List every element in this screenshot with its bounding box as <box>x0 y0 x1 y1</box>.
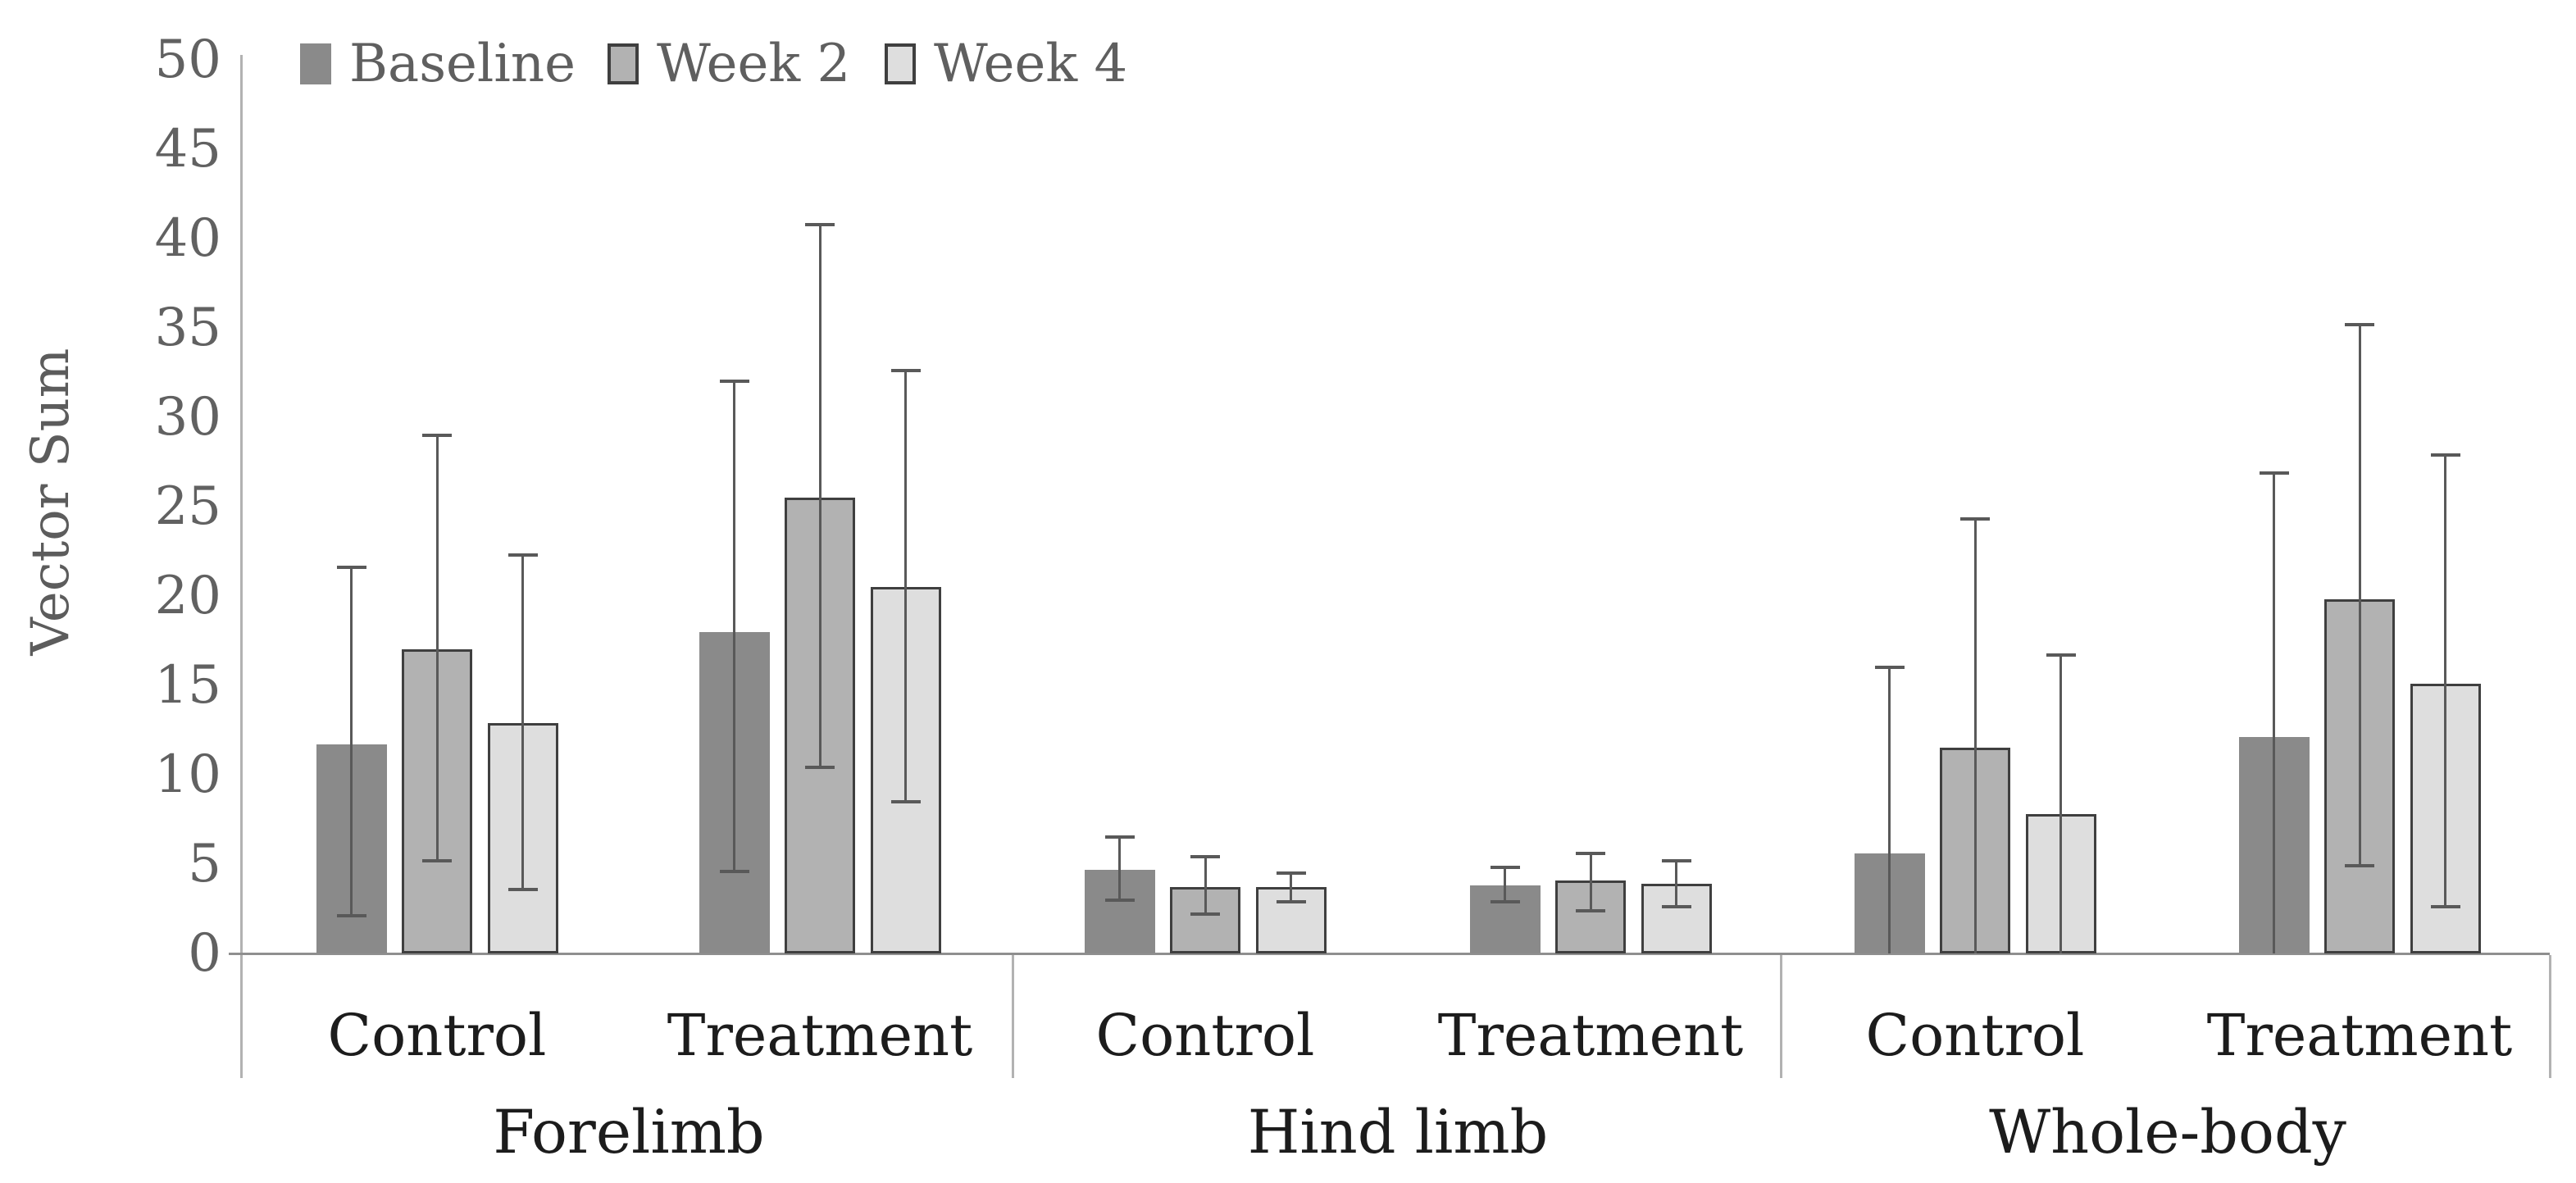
legend-item-week-4: Week 4 <box>885 37 1127 91</box>
error-bar-bottom-cap <box>422 859 452 862</box>
error-bar-line <box>733 381 735 871</box>
error-bar-top-cap <box>2431 453 2460 457</box>
error-bar-bottom-cap <box>805 766 835 769</box>
error-bar-line <box>521 555 524 890</box>
error-bar-line <box>1675 861 1677 908</box>
error-bar-line <box>436 435 439 861</box>
error-bar-top-cap <box>1960 517 1990 521</box>
subgroup-label: Control <box>1865 1002 2085 1069</box>
error-bar-bottom-cap <box>1105 899 1135 902</box>
y-tick-label: 5 <box>188 834 221 894</box>
y-tick-label: 40 <box>154 208 221 269</box>
error-bar-top-cap <box>891 369 921 372</box>
error-bar-bottom-cap <box>891 800 921 803</box>
error-bar-line <box>2273 473 2275 953</box>
y-tick-label: 25 <box>154 476 221 537</box>
error-bar-line <box>2359 325 2361 867</box>
error-bar-bottom-cap <box>2345 864 2374 867</box>
error-bar-bottom-cap <box>1491 900 1520 903</box>
legend-swatch-icon <box>885 43 916 84</box>
error-bar-top-cap <box>508 553 538 557</box>
subgroup-label: Control <box>327 1002 547 1069</box>
legend-item-baseline: Baseline <box>300 37 576 91</box>
y-tick-label: 35 <box>154 298 221 358</box>
y-axis-title: Vector Sum <box>20 348 81 656</box>
y-tick-label: 50 <box>154 30 221 90</box>
y-tick-label: 0 <box>188 923 221 984</box>
subgroup-label: Treatment <box>1437 1002 1744 1069</box>
error-bar-top-cap <box>1662 859 1691 862</box>
y-tick-label: 10 <box>154 744 221 805</box>
subgroup-label: Treatment <box>2206 1002 2513 1069</box>
category-separator-line <box>1012 955 1014 1078</box>
error-bar-bottom-cap <box>2431 905 2460 908</box>
error-bar-top-cap <box>2345 323 2374 326</box>
y-tick-label: 20 <box>154 566 221 626</box>
error-bar-line <box>1204 857 1207 914</box>
y-tick-label: 30 <box>154 387 221 448</box>
subgroup-label: Control <box>1095 1002 1315 1069</box>
error-bar-line <box>819 225 821 768</box>
y-tick-label: 15 <box>154 655 221 716</box>
error-bar-bottom-cap <box>1277 900 1306 903</box>
error-bar-top-cap <box>337 566 366 569</box>
error-bar-bottom-cap <box>720 870 749 873</box>
subgroup-label: Treatment <box>667 1002 973 1069</box>
error-bar-line <box>1504 867 1506 901</box>
error-bar-line <box>1118 837 1121 899</box>
error-bar-line <box>904 371 907 801</box>
error-bar-top-cap <box>2260 471 2289 475</box>
y-axis-line <box>240 55 243 1078</box>
error-bar-top-cap <box>2046 653 2076 657</box>
error-bar-top-cap <box>1105 835 1135 839</box>
category-separator-line <box>1780 955 1782 1078</box>
legend-item-week-2: Week 2 <box>608 37 850 91</box>
legend-label: Week 2 <box>657 34 851 94</box>
error-bar-top-cap <box>720 380 749 383</box>
error-bar-bottom-cap <box>337 914 366 917</box>
error-bar-top-cap <box>1491 866 1520 869</box>
legend-label: Baseline <box>349 34 576 94</box>
error-bar-top-cap <box>1875 666 1905 669</box>
error-bar-top-cap <box>1576 852 1605 855</box>
error-bar-bottom-cap <box>1190 912 1220 916</box>
error-bar-bottom-cap <box>508 888 538 891</box>
error-bar-line <box>1888 667 1891 953</box>
error-bar-top-cap <box>1277 871 1306 875</box>
y-tick-label: 45 <box>154 119 221 180</box>
legend-swatch-icon <box>608 43 639 84</box>
group-label: Forelimb <box>493 1098 765 1167</box>
x-axis-line <box>229 953 2550 955</box>
error-bar-bottom-cap <box>1662 905 1691 908</box>
error-bar-top-cap <box>805 223 835 226</box>
error-bar-line <box>1974 519 1977 953</box>
error-bar-line <box>1290 873 1292 902</box>
error-bar-line <box>350 567 353 916</box>
category-separator-line <box>2549 955 2551 1078</box>
legend-label: Week 4 <box>934 34 1128 94</box>
legend-swatch-icon <box>300 43 331 84</box>
error-bar-line <box>2444 455 2446 908</box>
error-bar-line <box>1590 853 1592 911</box>
group-label: Whole-body <box>1989 1098 2346 1167</box>
group-label: Hind limb <box>1247 1098 1549 1167</box>
error-bar-bottom-cap <box>1576 909 1605 912</box>
error-bar-line <box>2059 655 2062 953</box>
error-bar-top-cap <box>1190 855 1220 858</box>
error-bar-top-cap <box>422 434 452 437</box>
